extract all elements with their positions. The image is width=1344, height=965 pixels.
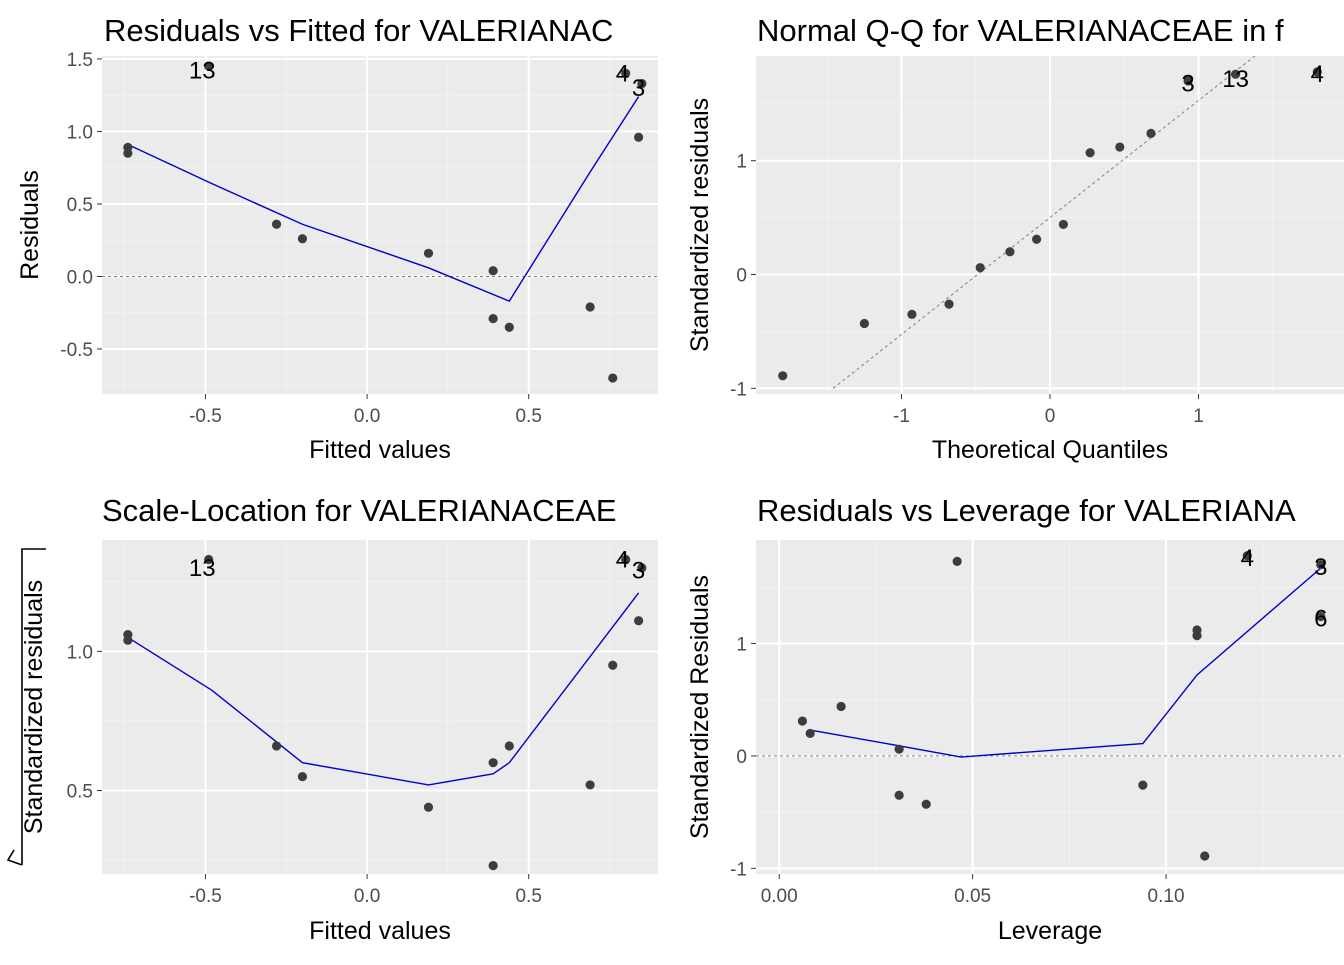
normal-qq-x-tick-label: 1 <box>1193 406 1204 427</box>
residuals-leverage-y-tick-label: 0 <box>736 747 747 768</box>
residuals-fitted-y-tick-label: 0.0 <box>67 267 93 288</box>
residuals-leverage-panel: 4 3 6 0.00 0.05 0.10 -1 0 1 Residuals vs Leverage… <box>683 493 1344 945</box>
residuals-leverage-data-point <box>895 745 904 754</box>
normal-qq-x-tick-label: 0 <box>1045 406 1056 427</box>
scale-location-data-point <box>424 803 433 812</box>
scale-location-x-tick-label: 0.5 <box>515 886 541 907</box>
residuals-fitted-data-point <box>586 302 595 311</box>
residuals-fitted-data-point <box>123 149 132 158</box>
residuals-fitted-x-axis-label: Fitted values <box>309 436 451 464</box>
normal-qq-data-point <box>860 319 869 328</box>
normal-qq-y-tick-label: -1 <box>730 379 747 400</box>
residuals-leverage-y-tick-label: -1 <box>730 859 747 880</box>
scale-location-y-tick-label: 1.0 <box>67 642 93 663</box>
normal-qq-y-tick-label: 1 <box>736 152 747 173</box>
normal-qq-data-point <box>778 371 787 380</box>
normal-qq-title: Normal Q-Q for VALERIANACEAE in f <box>757 13 1284 48</box>
residuals-leverage-data-point <box>837 702 846 711</box>
residuals-fitted-point-label: 3 <box>632 75 645 102</box>
residuals-fitted-data-point <box>608 373 617 382</box>
residuals-leverage-data-point <box>798 716 807 725</box>
scale-location-data-point <box>586 780 595 789</box>
normal-qq-data-point <box>1059 220 1068 229</box>
residuals-fitted-data-point <box>424 249 433 258</box>
normal-qq-x-tick-label: -1 <box>893 406 910 427</box>
normal-qq-x-axis-label: Theoretical Quantiles <box>932 436 1168 464</box>
scale-location-data-point <box>505 741 514 750</box>
residuals-leverage-title: Residuals vs Leverage for VALERIANA <box>757 493 1296 528</box>
normal-qq-y-axis-label: Standardized residuals <box>686 98 714 352</box>
residuals-fitted-y-tick-label: 1.5 <box>67 50 93 71</box>
scale-location-data-point <box>272 741 281 750</box>
residuals-leverage-data-point <box>922 800 931 809</box>
residuals-fitted-panel: 13 43 -0.5 0.0 0.5 -0.5 0.0 0.5 1.0 1.5 Residuals … <box>16 13 658 464</box>
scale-location-data-point <box>634 616 643 625</box>
scale-location-x-axis-label: Fitted values <box>309 917 451 945</box>
normal-qq-data-point <box>1032 235 1041 244</box>
scale-location-data-point <box>298 772 307 781</box>
residuals-fitted-y-tick-label: 1.0 <box>67 122 93 143</box>
normal-qq-data-point <box>976 263 985 272</box>
normal-qq-data-point <box>1115 142 1124 151</box>
residuals-fitted-y-tick-label: -0.5 <box>60 340 93 361</box>
residuals-fitted-x-tick-label: -0.5 <box>189 406 222 427</box>
scale-location-point-label: 13 <box>189 555 216 582</box>
residuals-fitted-point-label: 13 <box>189 58 216 85</box>
normal-qq-data-point <box>1146 129 1155 138</box>
residuals-leverage-x-tick-label: 0.05 <box>954 886 991 907</box>
scale-location-y-tick-label: 0.5 <box>67 782 93 803</box>
residuals-leverage-point-label: 4 <box>1241 545 1254 572</box>
residuals-fitted-data-point <box>298 234 307 243</box>
residuals-fitted-panel-background <box>102 56 658 394</box>
scale-location-data-point <box>489 758 498 767</box>
residuals-leverage-data-point <box>1138 781 1147 790</box>
residuals-leverage-data-point <box>953 557 962 566</box>
residuals-fitted-data-point <box>489 266 498 275</box>
normal-qq-data-point <box>1005 247 1014 256</box>
normal-qq-data-point <box>1085 148 1094 157</box>
residuals-fitted-point-label: 4 <box>616 60 629 87</box>
normal-qq-point-label: 13 <box>1222 66 1249 93</box>
residuals-fitted-x-tick-label: 0.5 <box>515 406 541 427</box>
residuals-fitted-y-tick-label: 0.5 <box>67 195 93 216</box>
residuals-leverage-data-point <box>895 791 904 800</box>
normal-qq-panel: 3 13 4 -1 0 1 -1 0 1 Normal Q-Q for VALERIANACEAE… <box>686 13 1344 464</box>
residuals-leverage-y-axis-label: Standardized Residuals <box>686 575 714 839</box>
scale-location-x-tick-label: 0.0 <box>354 886 380 907</box>
normal-qq-point-label: 4 <box>1311 61 1324 88</box>
residuals-fitted-y-axis-label: Residuals <box>16 170 44 280</box>
scale-location-point-label: 3 <box>632 558 645 585</box>
residuals-leverage-point-label: 3 <box>1314 554 1327 581</box>
scale-location-point-label: 4 <box>616 546 629 573</box>
normal-qq-data-point <box>907 310 916 319</box>
scale-location-data-point <box>608 661 617 670</box>
normal-qq-data-point <box>944 299 953 308</box>
residuals-leverage-data-point <box>806 729 815 738</box>
residuals-fitted-data-point <box>505 323 514 332</box>
residuals-fitted-data-point <box>489 314 498 323</box>
scale-location-panel-background <box>102 540 658 874</box>
residuals-leverage-point-label: 6 <box>1314 606 1327 633</box>
scale-location-y-axis-label: Standardized residuals <box>20 580 48 834</box>
residuals-leverage-y-tick-label: 1 <box>736 634 747 655</box>
residuals-leverage-x-tick-label: 0.10 <box>1148 886 1185 907</box>
residuals-fitted-x-tick-label: 0.0 <box>354 406 380 427</box>
normal-qq-y-tick-label: 0 <box>736 266 747 287</box>
residuals-leverage-data-point <box>1192 631 1201 640</box>
scale-location-x-tick-label: -0.5 <box>189 886 222 907</box>
residuals-leverage-data-point <box>1200 851 1209 860</box>
scale-location-data-point <box>489 861 498 870</box>
residuals-fitted-title: Residuals vs Fitted for VALERIANAC <box>104 13 613 48</box>
scale-location-data-point <box>123 636 132 645</box>
scale-location-title: Scale-Location for VALERIANACEAE <box>102 493 617 528</box>
residuals-leverage-x-tick-label: 0.00 <box>761 886 798 907</box>
residuals-leverage-x-axis-label: Leverage <box>998 917 1102 945</box>
normal-qq-point-label: 3 <box>1181 70 1194 97</box>
residuals-fitted-data-point <box>634 133 643 142</box>
residuals-fitted-data-point <box>272 220 281 229</box>
